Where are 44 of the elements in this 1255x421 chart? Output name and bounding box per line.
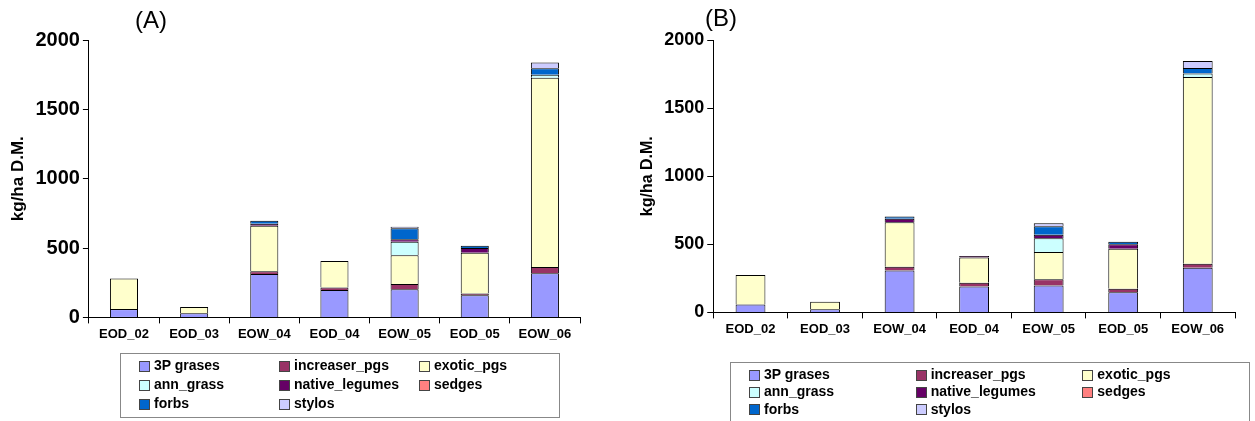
- x-tick-label: EOD_04: [309, 325, 361, 341]
- x-tick-label: EOW_04: [873, 320, 927, 336]
- legend-label: exotic_pgs: [434, 357, 508, 373]
- legend-label: exotic_pgs: [1097, 366, 1171, 382]
- x-tick-label: EOW_05: [1022, 320, 1076, 336]
- x-tick-label: EOW_05: [378, 325, 431, 341]
- y-tick-label: 0: [68, 304, 80, 327]
- legend-label: forbs: [154, 395, 189, 411]
- x-tick-label: EOW_06: [518, 325, 572, 341]
- legend-label: 3P grases: [154, 357, 220, 373]
- legend-label: sedges: [434, 376, 483, 392]
- legend-label: increaser_pgs: [294, 357, 389, 373]
- y-tick-label: 2000: [664, 28, 705, 49]
- x-tick-label: EOW_06: [1171, 320, 1225, 336]
- y-tick-label: 1500: [35, 96, 80, 119]
- legend-label: stylos: [930, 400, 972, 417]
- y-tick-label: 1000: [664, 165, 705, 186]
- y-tick-label: 500: [674, 233, 705, 254]
- x-tick-label: EOD_05: [1098, 320, 1149, 336]
- y-axis-title: kg/ha D.M.: [638, 136, 656, 217]
- x-tick-label: EOD_04: [949, 320, 1000, 336]
- legend-label: native_legumes: [930, 383, 1036, 400]
- legend-label: forbs: [764, 400, 799, 417]
- y-tick-label: 0: [694, 301, 705, 322]
- legend-label: 3P grases: [764, 366, 830, 382]
- x-tick-label: EOD_03: [169, 325, 220, 341]
- x-tick-label: EOD_05: [449, 325, 500, 341]
- x-tick-label: EOW_04: [237, 325, 292, 341]
- y-tick-label: 2000: [35, 27, 80, 50]
- legend-label: stylos: [294, 395, 335, 411]
- legend-label: ann_grass: [154, 376, 225, 392]
- legend-label: ann_grass: [764, 383, 835, 400]
- x-tick-label: EOD_02: [725, 320, 776, 336]
- x-tick-label: EOD_03: [800, 320, 850, 336]
- legend-label: sedges: [1097, 383, 1146, 400]
- chart-title: (A): [135, 6, 167, 34]
- y-tick-label: 500: [46, 235, 80, 258]
- x-tick-label: EOD_02: [99, 325, 149, 341]
- y-tick-label: 1000: [35, 166, 80, 189]
- y-axis-title: kg/ha D.M.: [7, 136, 27, 222]
- legend-label: native_legumes: [294, 376, 400, 392]
- y-tick-label: 1500: [664, 97, 705, 118]
- chart-title: (B): [705, 4, 737, 32]
- legend-label: increaser_pgs: [930, 366, 1026, 382]
